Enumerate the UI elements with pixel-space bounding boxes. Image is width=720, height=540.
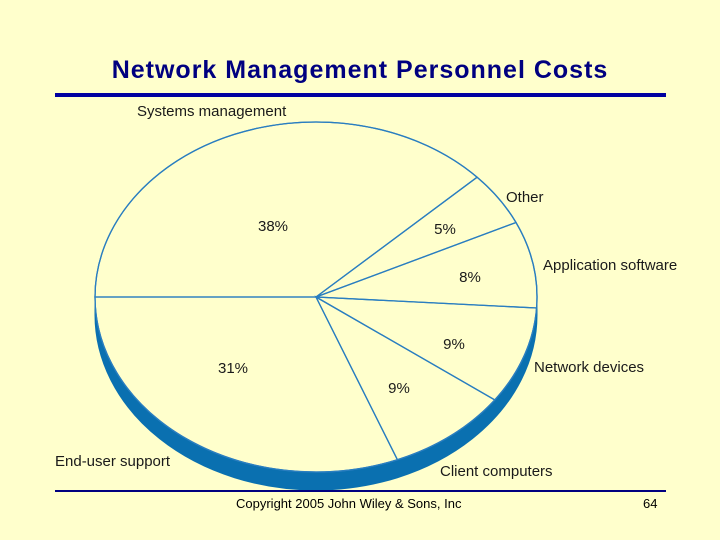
pie-slice-application-software bbox=[315, 221, 538, 309]
slice-category-label: End-user support bbox=[55, 453, 171, 470]
slice-value-label: 31% bbox=[218, 360, 248, 377]
title-divider bbox=[55, 93, 666, 97]
pie-slice-systems-management bbox=[94, 121, 479, 298]
slice-category-label: Network devices bbox=[534, 359, 644, 376]
page-number: 64 bbox=[643, 496, 658, 511]
pie-slice-client-computers bbox=[314, 295, 496, 461]
slide-title: Network Management Personnel Costs bbox=[111, 56, 609, 84]
pie-slice-end-user-support bbox=[94, 296, 399, 473]
slice-value-label: 38% bbox=[258, 218, 288, 235]
slice-category-label: Client computers bbox=[440, 463, 553, 480]
footer-divider bbox=[55, 490, 666, 492]
slice-value-label: 8% bbox=[459, 269, 481, 286]
slice-category-label: Systems management bbox=[137, 103, 287, 120]
slice-category-label: Other bbox=[506, 189, 544, 206]
pie-slice-network-devices bbox=[315, 296, 538, 401]
slice-value-label: 9% bbox=[388, 380, 410, 397]
slice-category-label: Application software bbox=[543, 257, 677, 274]
copyright-text: Copyright 2005 John Wiley & Sons, Inc bbox=[236, 496, 462, 511]
slice-value-label: 9% bbox=[443, 336, 465, 353]
slice-value-label: 5% bbox=[434, 221, 456, 238]
